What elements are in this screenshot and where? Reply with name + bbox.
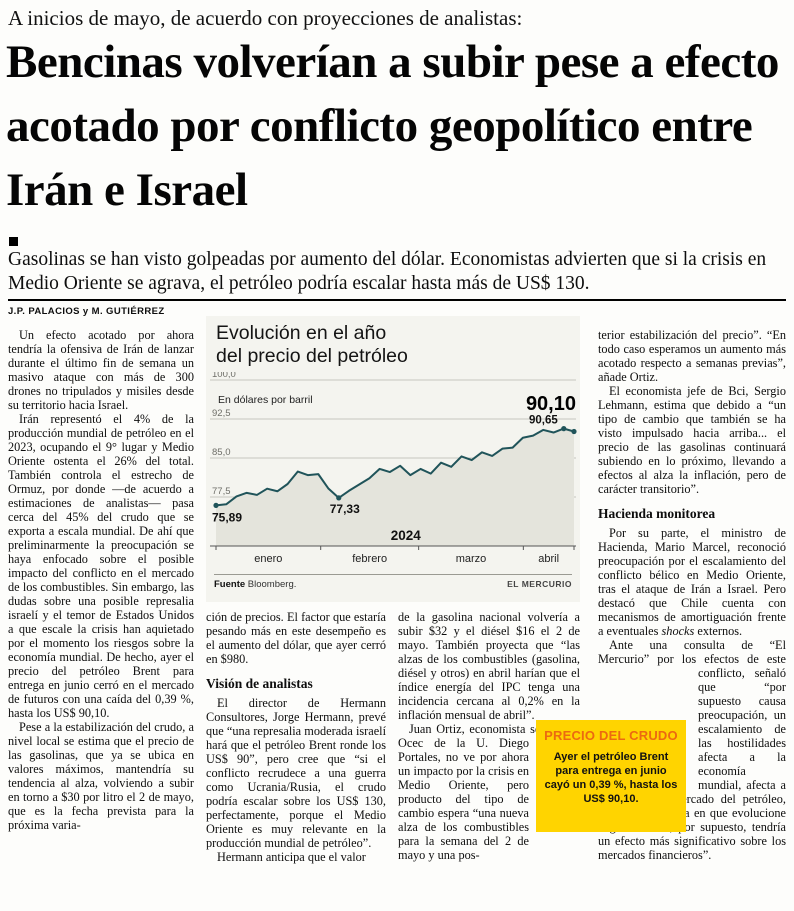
point-marker [213, 502, 219, 508]
paragraph: Por su parte, el ministro de Hacienda, M… [598, 526, 786, 638]
point-marker [336, 495, 342, 501]
source-name: Bloomberg. [247, 579, 297, 590]
price-area [216, 428, 574, 546]
oil-price-chart: Evolución en el año del precio del petró… [206, 316, 580, 602]
paragraph: ción de precios. El factor que estaría p… [206, 610, 386, 666]
sidebox: PRECIO DEL CRUDO Ayer el petróleo Brent … [536, 720, 686, 832]
year-label: 2024 [391, 528, 422, 543]
column-4: terior estabilización del precio”. “En t… [598, 328, 786, 908]
divider [8, 299, 786, 301]
chart-title: Evolución en el año del precio del petró… [216, 322, 476, 368]
paragraph: Irán representó el 4% de la producción m… [8, 412, 194, 720]
chart-annotation: 75,89 [212, 510, 242, 524]
paragraph: El economista jefe de Bci, Sergio Lehman… [598, 384, 786, 496]
source-label: Fuente [214, 579, 246, 590]
paragraph: Un efecto acotado por ahora tendría la o… [8, 328, 194, 412]
price-line [215, 427, 575, 507]
chart-title-line2: del precio del petróleo [216, 345, 408, 367]
square-bullet-icon [9, 237, 18, 246]
deck: Gasolinas se han visto golpeadas por aum… [8, 249, 767, 294]
paragraph: terior estabilización del precio”. “En t… [598, 328, 786, 384]
sidebox-title: PRECIO DEL CRUDO [544, 728, 678, 743]
kicker: A inicios de mayo, de acuerdo con proyec… [8, 6, 523, 30]
subhead-hacienda: Hacienda monitorea [598, 506, 716, 521]
headline: Bencinas volverían a subir pese a efecto… [6, 36, 779, 216]
month-label: enero [254, 553, 282, 565]
chart-credit: EL MERCURIO [507, 579, 572, 589]
byline: J.P. PALACIOS y M. GUTIÉRREZ [8, 306, 165, 317]
column-2: ción de precios. El factor que estaría p… [206, 610, 386, 908]
paragraph-text: Ante una consulta de “El Mercurio” por l… [598, 638, 786, 666]
chart-annotation: 77,33 [330, 502, 360, 516]
chart-footer: Fuente Bloomberg. EL MERCURIO [214, 579, 572, 590]
month-label: marzo [456, 553, 487, 565]
paragraph: El director de Hermann Consultores, Jorg… [206, 696, 386, 850]
italic-text: shocks [661, 624, 695, 638]
paragraph-text: externos. [694, 624, 743, 638]
paragraph: Hermann anticipa que el valor [217, 850, 366, 864]
chart-title-line1: Evolución en el año [216, 322, 387, 344]
point-marker [571, 428, 577, 435]
chart-annotation-big: 90,10 [526, 393, 576, 415]
y-tick-label: 92,5 [212, 408, 231, 419]
subhead-vision: Visión de analistas [206, 676, 313, 691]
paragraph: Pese a la estabilización del crudo, a ni… [8, 720, 194, 832]
month-label: abril [538, 553, 559, 565]
paragraph: de la gasolina nacional volvería a subir… [398, 610, 580, 722]
y-tick-label: 77,5 [212, 486, 231, 497]
chart-unit-label: En dólares por barril [218, 394, 313, 406]
chart-annotation: 90,65 [529, 415, 558, 427]
chart-plot: 100,0 92,5 85,0 77,5 enero febrero marzo abril 2… [210, 372, 577, 565]
sidebox-body: Ayer el petróleo Brent para entrega en j… [544, 750, 678, 805]
month-label: febrero [352, 553, 387, 565]
paragraph-text: Portales, no ve por ahora un impacto por… [398, 750, 529, 862]
column-1: Un efecto acotado por ahora tendría la o… [8, 328, 194, 908]
divider [214, 574, 572, 575]
point-marker [561, 426, 567, 432]
y-tick-label: 100,0 [212, 372, 236, 380]
y-tick-label: 85,0 [212, 447, 231, 458]
paragraph-text: Por su parte, el ministro de Hacienda, M… [598, 526, 786, 638]
chart-source: Fuente Bloomberg. [214, 579, 296, 590]
